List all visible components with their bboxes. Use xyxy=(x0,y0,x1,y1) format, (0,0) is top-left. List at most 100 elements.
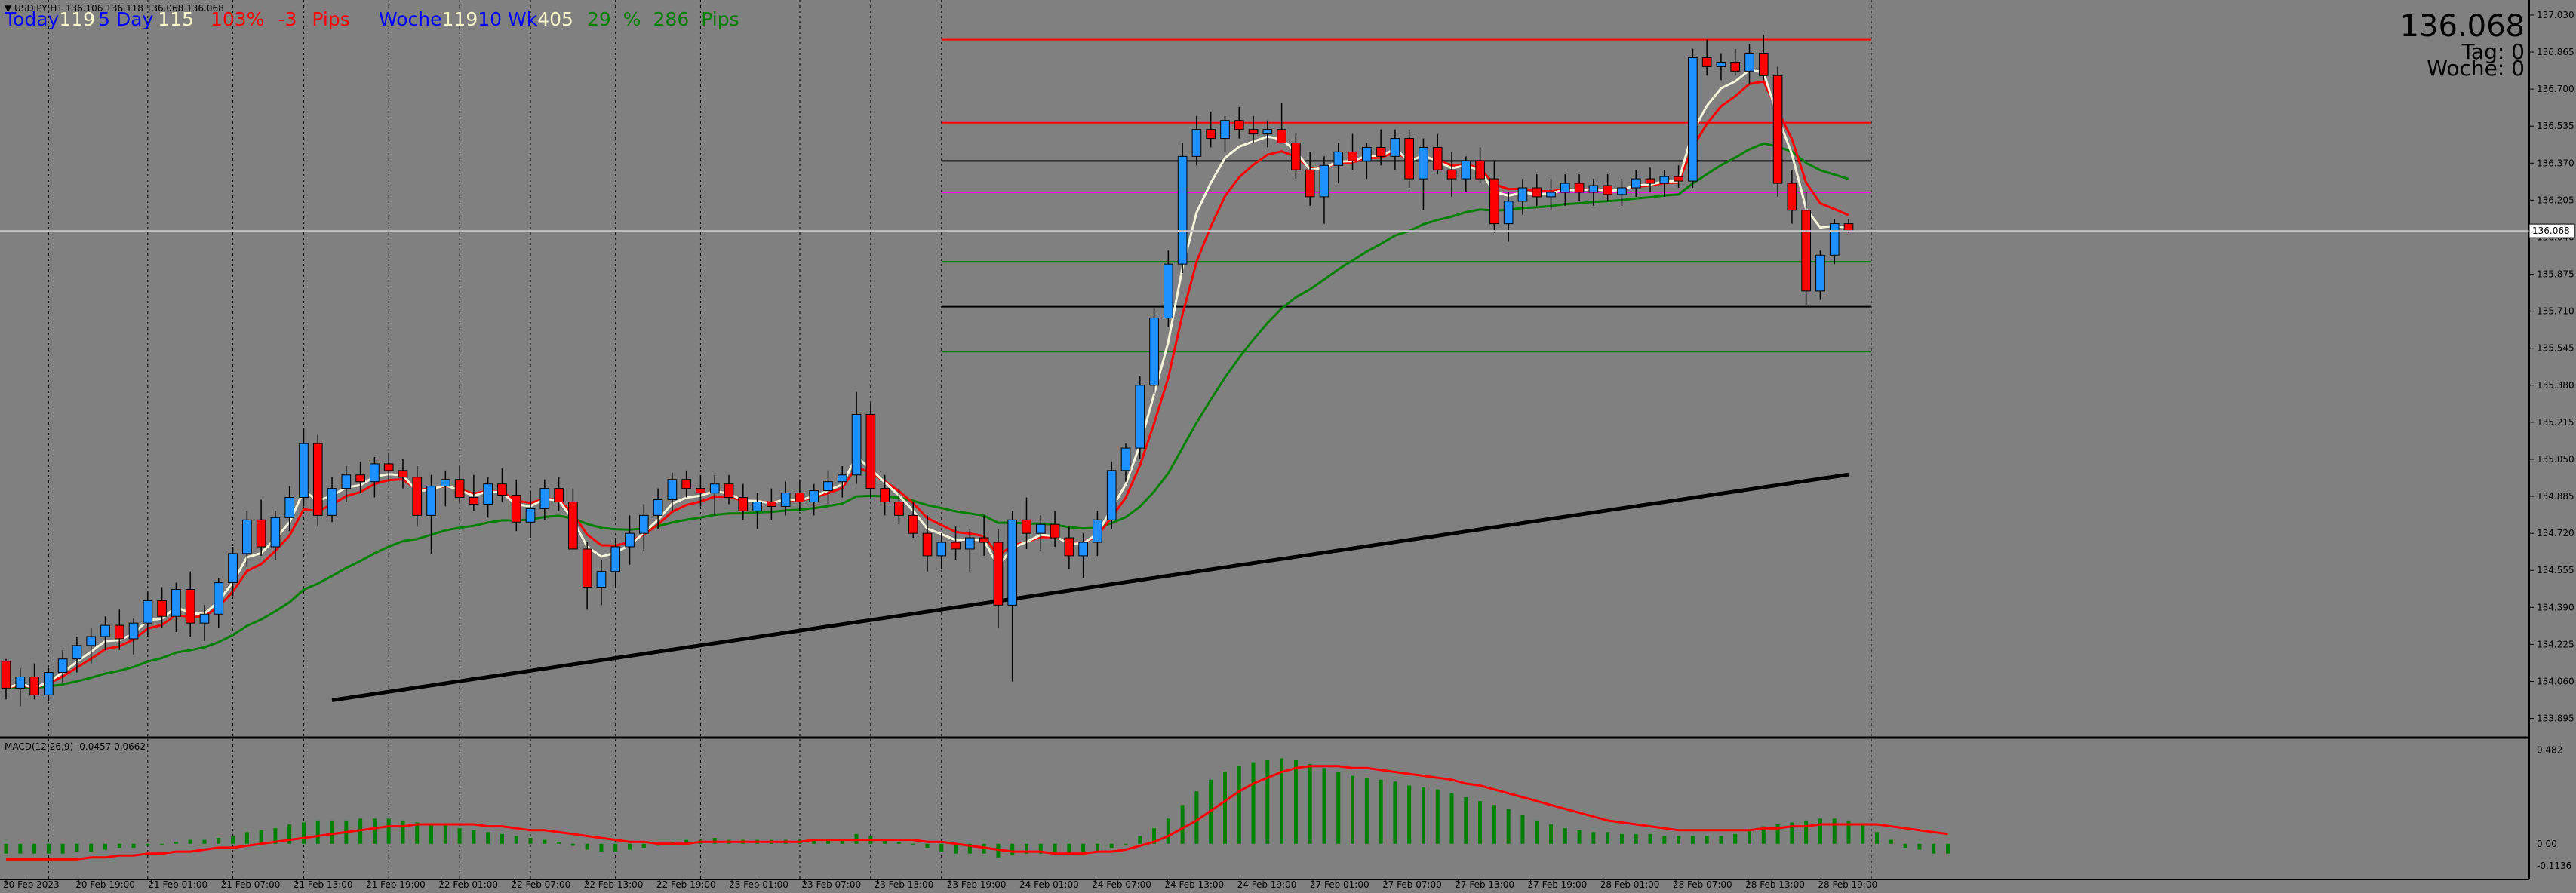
y-tick-label-1: 136.865 xyxy=(2537,47,2574,57)
candle-body-5 xyxy=(72,645,82,660)
candle-body-43 xyxy=(610,546,621,572)
candle-44 xyxy=(625,515,635,565)
x-tick-label-7: 22 Feb 07:00 xyxy=(512,879,571,890)
candle-body-84 xyxy=(1191,129,1202,157)
candle-body-91 xyxy=(1291,143,1301,170)
candle-82 xyxy=(1164,250,1173,327)
candle-body-9 xyxy=(128,622,139,640)
candle-body-24 xyxy=(341,474,352,489)
candle-body-56 xyxy=(795,493,805,502)
candle-79 xyxy=(1120,443,1131,482)
candle-body-50 xyxy=(709,483,720,494)
candle-body-102 xyxy=(1446,169,1457,180)
macd-bar-65 xyxy=(925,843,930,848)
candle-body-83 xyxy=(1177,155,1188,265)
macd-bar-93 xyxy=(1322,768,1326,844)
candle-53 xyxy=(752,493,762,529)
candle-body-35 xyxy=(497,483,507,496)
macd-bar-114 xyxy=(1619,833,1624,844)
candle-body-70 xyxy=(993,542,1004,606)
candle-body-44 xyxy=(625,532,635,548)
macd-bar-64 xyxy=(911,843,915,845)
x-tick-label-15: 24 Feb 07:00 xyxy=(1092,879,1151,890)
candle-3 xyxy=(44,667,54,702)
candle-body-77 xyxy=(1093,519,1102,543)
candle-21 xyxy=(299,428,309,507)
macd-bar-89 xyxy=(1265,760,1270,844)
candle-body-15 xyxy=(214,582,224,615)
candle-body-6 xyxy=(86,636,97,646)
candle-5 xyxy=(72,636,82,673)
candle-body-60 xyxy=(851,413,862,476)
candle-body-126 xyxy=(1787,183,1797,211)
ten-wk-label: 10 Wk xyxy=(478,8,537,30)
macd-bar-15 xyxy=(217,838,221,844)
macd-bar-14 xyxy=(202,839,207,844)
candle-26 xyxy=(370,456,380,498)
candle-body-14 xyxy=(199,613,210,624)
candle-73 xyxy=(1035,515,1046,551)
macd-bar-121 xyxy=(1719,836,1723,844)
macd-bar-109 xyxy=(1549,824,1554,844)
candle-120 xyxy=(1701,39,1712,76)
candle-body-40 xyxy=(568,501,578,550)
candle-1 xyxy=(15,667,26,707)
candle-body-94 xyxy=(1333,151,1344,166)
y-tick-label-11: 135.215 xyxy=(2537,417,2574,428)
macd-bar-107 xyxy=(1520,815,1525,844)
candle-body-99 xyxy=(1404,138,1415,180)
candle-body-124 xyxy=(1758,53,1769,76)
candle-47 xyxy=(667,472,678,511)
macd-bar-108 xyxy=(1535,820,1539,844)
candle-97 xyxy=(1376,129,1386,166)
candle-66 xyxy=(936,533,947,569)
macd-bar-79 xyxy=(1124,843,1128,845)
candle-98 xyxy=(1390,129,1400,170)
candle-49 xyxy=(696,474,705,507)
candle-96 xyxy=(1361,143,1372,180)
macd-bar-0 xyxy=(4,843,8,854)
macd-bar-78 xyxy=(1109,843,1114,848)
macd-bar-83 xyxy=(1180,805,1185,844)
pips-delta: -3 xyxy=(278,8,297,30)
candle-body-109 xyxy=(1546,192,1556,198)
candle-125 xyxy=(1772,66,1783,197)
candle-15 xyxy=(214,578,224,628)
candle-126 xyxy=(1787,170,1797,224)
macd-bar-19 xyxy=(273,828,278,844)
candle-body-39 xyxy=(554,488,564,502)
macd-bar-32 xyxy=(457,828,462,844)
candle-body-48 xyxy=(681,479,691,489)
candle-111 xyxy=(1574,174,1585,201)
candle-body-52 xyxy=(738,497,749,511)
macd-bar-31 xyxy=(443,824,447,844)
candle-107 xyxy=(1517,179,1528,215)
candle-94 xyxy=(1333,143,1344,184)
y-tick-label-13: 134.885 xyxy=(2537,491,2574,502)
candle-body-66 xyxy=(936,542,947,557)
macd-tick-label-0: 0.482 xyxy=(2537,745,2562,756)
current-price-label: 136.068 xyxy=(2532,226,2570,236)
macd-bar-104 xyxy=(1478,801,1483,844)
candle-17 xyxy=(242,511,252,567)
macd-bar-9 xyxy=(131,843,136,848)
candle-body-115 xyxy=(1631,178,1641,189)
x-tick-label-8: 22 Feb 13:00 xyxy=(584,879,644,890)
candle-85 xyxy=(1206,111,1216,148)
candle-body-74 xyxy=(1050,523,1060,539)
candle-body-33 xyxy=(469,497,479,505)
macd-bar-66 xyxy=(939,843,944,852)
candle-body-112 xyxy=(1588,185,1599,193)
week-value: 119 xyxy=(442,8,478,30)
macd-bar-35 xyxy=(500,833,504,844)
candle-body-127 xyxy=(1801,210,1811,292)
candle-45 xyxy=(638,504,649,551)
candle-body-107 xyxy=(1517,187,1528,202)
candle-43 xyxy=(610,538,621,588)
candle-27 xyxy=(383,453,394,480)
candle-89 xyxy=(1262,120,1273,148)
candle-23 xyxy=(327,477,337,523)
ten-wk-value: 405 xyxy=(537,8,573,30)
